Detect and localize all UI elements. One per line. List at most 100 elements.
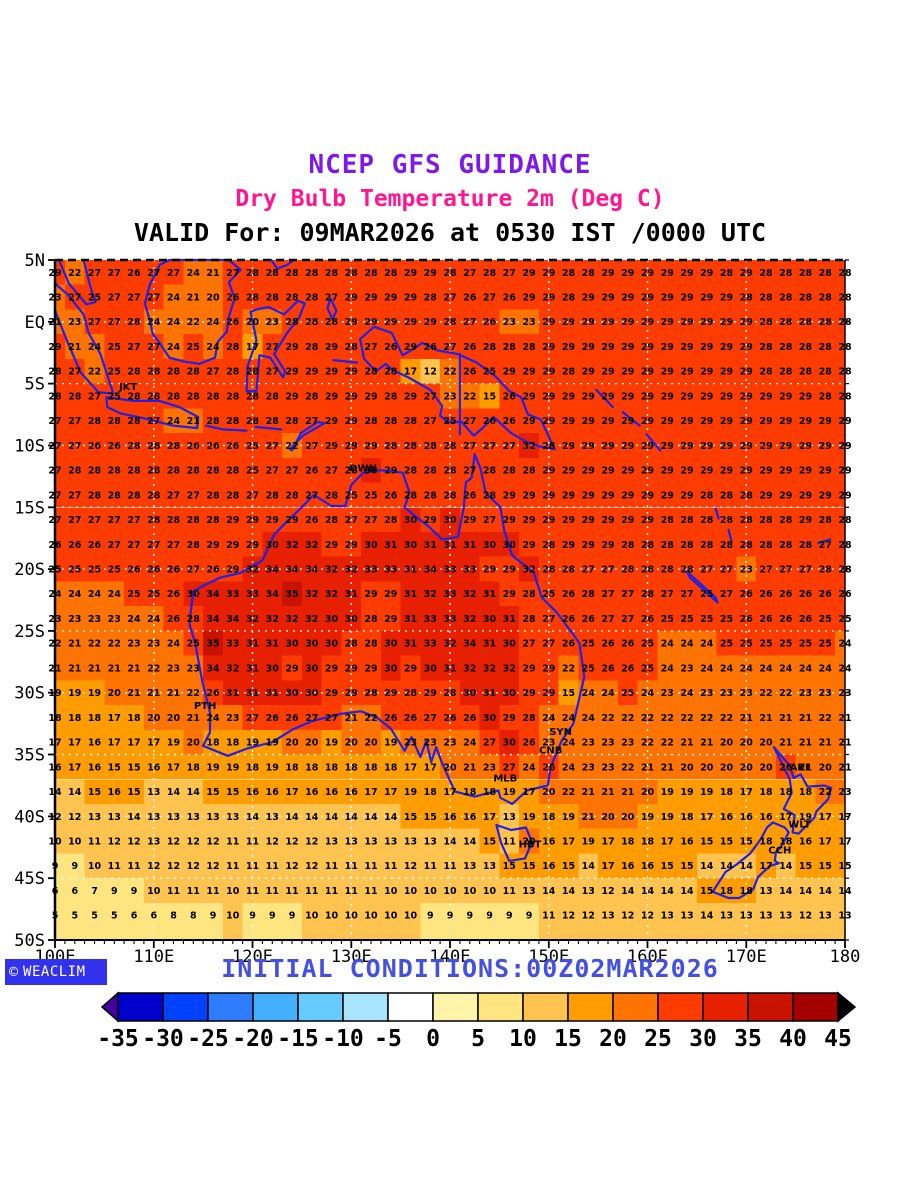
svg-text:29: 29 [522,293,535,304]
svg-text:11: 11 [226,861,239,872]
svg-text:29: 29 [779,391,792,402]
svg-text:28: 28 [285,317,299,328]
svg-text:28: 28 [443,441,457,452]
svg-text:40: 40 [779,1026,807,1052]
svg-text:27: 27 [108,268,121,279]
svg-text:12: 12 [206,861,219,872]
svg-text:11: 11 [167,886,180,897]
svg-text:21: 21 [661,762,674,773]
svg-text:29: 29 [720,416,733,427]
svg-text:27: 27 [463,416,476,427]
svg-text:24: 24 [562,762,576,773]
svg-text:30: 30 [266,540,280,551]
svg-text:-5: -5 [374,1026,402,1052]
svg-text:26: 26 [503,293,517,304]
svg-text:23: 23 [819,688,832,699]
svg-text:28: 28 [147,391,161,402]
svg-text:-30: -30 [142,1026,184,1052]
svg-text:28: 28 [641,589,655,600]
svg-text:21: 21 [187,416,200,427]
svg-text:28: 28 [187,614,201,625]
svg-text:28: 28 [680,540,694,551]
svg-text:26: 26 [167,614,181,625]
svg-text:40S: 40S [14,807,45,827]
svg-text:27: 27 [700,565,713,576]
svg-text:13: 13 [404,837,417,848]
svg-text:20: 20 [147,713,161,724]
svg-text:PTH: PTH [194,701,217,712]
svg-text:29: 29 [522,490,535,501]
svg-text:10: 10 [404,911,418,922]
svg-text:32: 32 [443,639,456,650]
svg-text:27: 27 [246,490,259,501]
svg-text:28: 28 [542,565,556,576]
svg-text:28: 28 [404,416,418,427]
svg-text:30: 30 [483,540,497,551]
svg-text:8: 8 [170,911,177,922]
svg-text:29: 29 [799,466,812,477]
svg-text:28: 28 [364,688,378,699]
svg-text:28: 28 [759,540,773,551]
svg-text:27: 27 [601,589,614,600]
svg-text:6: 6 [71,886,78,897]
svg-text:31: 31 [483,589,496,600]
svg-text:29: 29 [463,515,476,526]
svg-text:28: 28 [443,268,457,279]
svg-text:27: 27 [147,416,160,427]
svg-text:20: 20 [759,762,773,773]
svg-text:13: 13 [601,911,614,922]
svg-text:11: 11 [325,886,338,897]
svg-text:29: 29 [621,367,634,378]
svg-text:25: 25 [108,367,121,378]
svg-text:29: 29 [522,416,535,427]
svg-text:28: 28 [187,466,201,477]
svg-text:29: 29 [759,490,772,501]
svg-text:27: 27 [483,738,496,749]
svg-text:11: 11 [206,886,219,897]
svg-text:20: 20 [641,787,655,798]
svg-text:28: 28 [424,441,438,452]
svg-text:27: 27 [147,342,160,353]
svg-text:12: 12 [601,886,614,897]
svg-text:30: 30 [443,515,457,526]
svg-text:20S: 20S [14,560,45,580]
svg-text:24: 24 [582,688,596,699]
svg-text:29: 29 [522,391,535,402]
svg-text:20: 20 [740,738,754,749]
svg-text:29: 29 [740,391,753,402]
svg-text:9: 9 [131,886,138,897]
svg-text:29: 29 [601,540,614,551]
svg-text:15: 15 [700,886,713,897]
svg-text:22: 22 [621,713,634,724]
svg-text:29: 29 [700,317,713,328]
svg-text:13: 13 [661,911,674,922]
svg-text:22: 22 [108,639,121,650]
svg-text:25: 25 [364,490,377,501]
svg-text:28: 28 [759,268,773,279]
svg-text:32: 32 [305,540,318,551]
svg-text:28: 28 [206,466,220,477]
svg-text:21: 21 [700,738,713,749]
svg-text:12: 12 [285,837,298,848]
svg-text:27: 27 [167,268,180,279]
svg-text:26: 26 [226,441,240,452]
svg-text:-35: -35 [97,1026,139,1052]
svg-text:18: 18 [226,738,240,749]
svg-text:26: 26 [384,342,398,353]
svg-text:19: 19 [266,738,279,749]
svg-text:30: 30 [483,614,497,625]
svg-text:23: 23 [522,317,535,328]
svg-text:29: 29 [424,515,437,526]
svg-text:29: 29 [562,391,575,402]
svg-text:28: 28 [108,490,122,501]
svg-text:28: 28 [167,367,181,378]
svg-text:26: 26 [582,614,596,625]
svg-text:20: 20 [206,293,220,304]
svg-text:31: 31 [404,589,417,600]
svg-text:14: 14 [305,812,319,823]
svg-text:28: 28 [779,540,793,551]
svg-text:EQ: EQ [25,313,45,333]
svg-text:29: 29 [759,466,772,477]
svg-text:9: 9 [486,911,493,922]
svg-text:29: 29 [641,466,654,477]
